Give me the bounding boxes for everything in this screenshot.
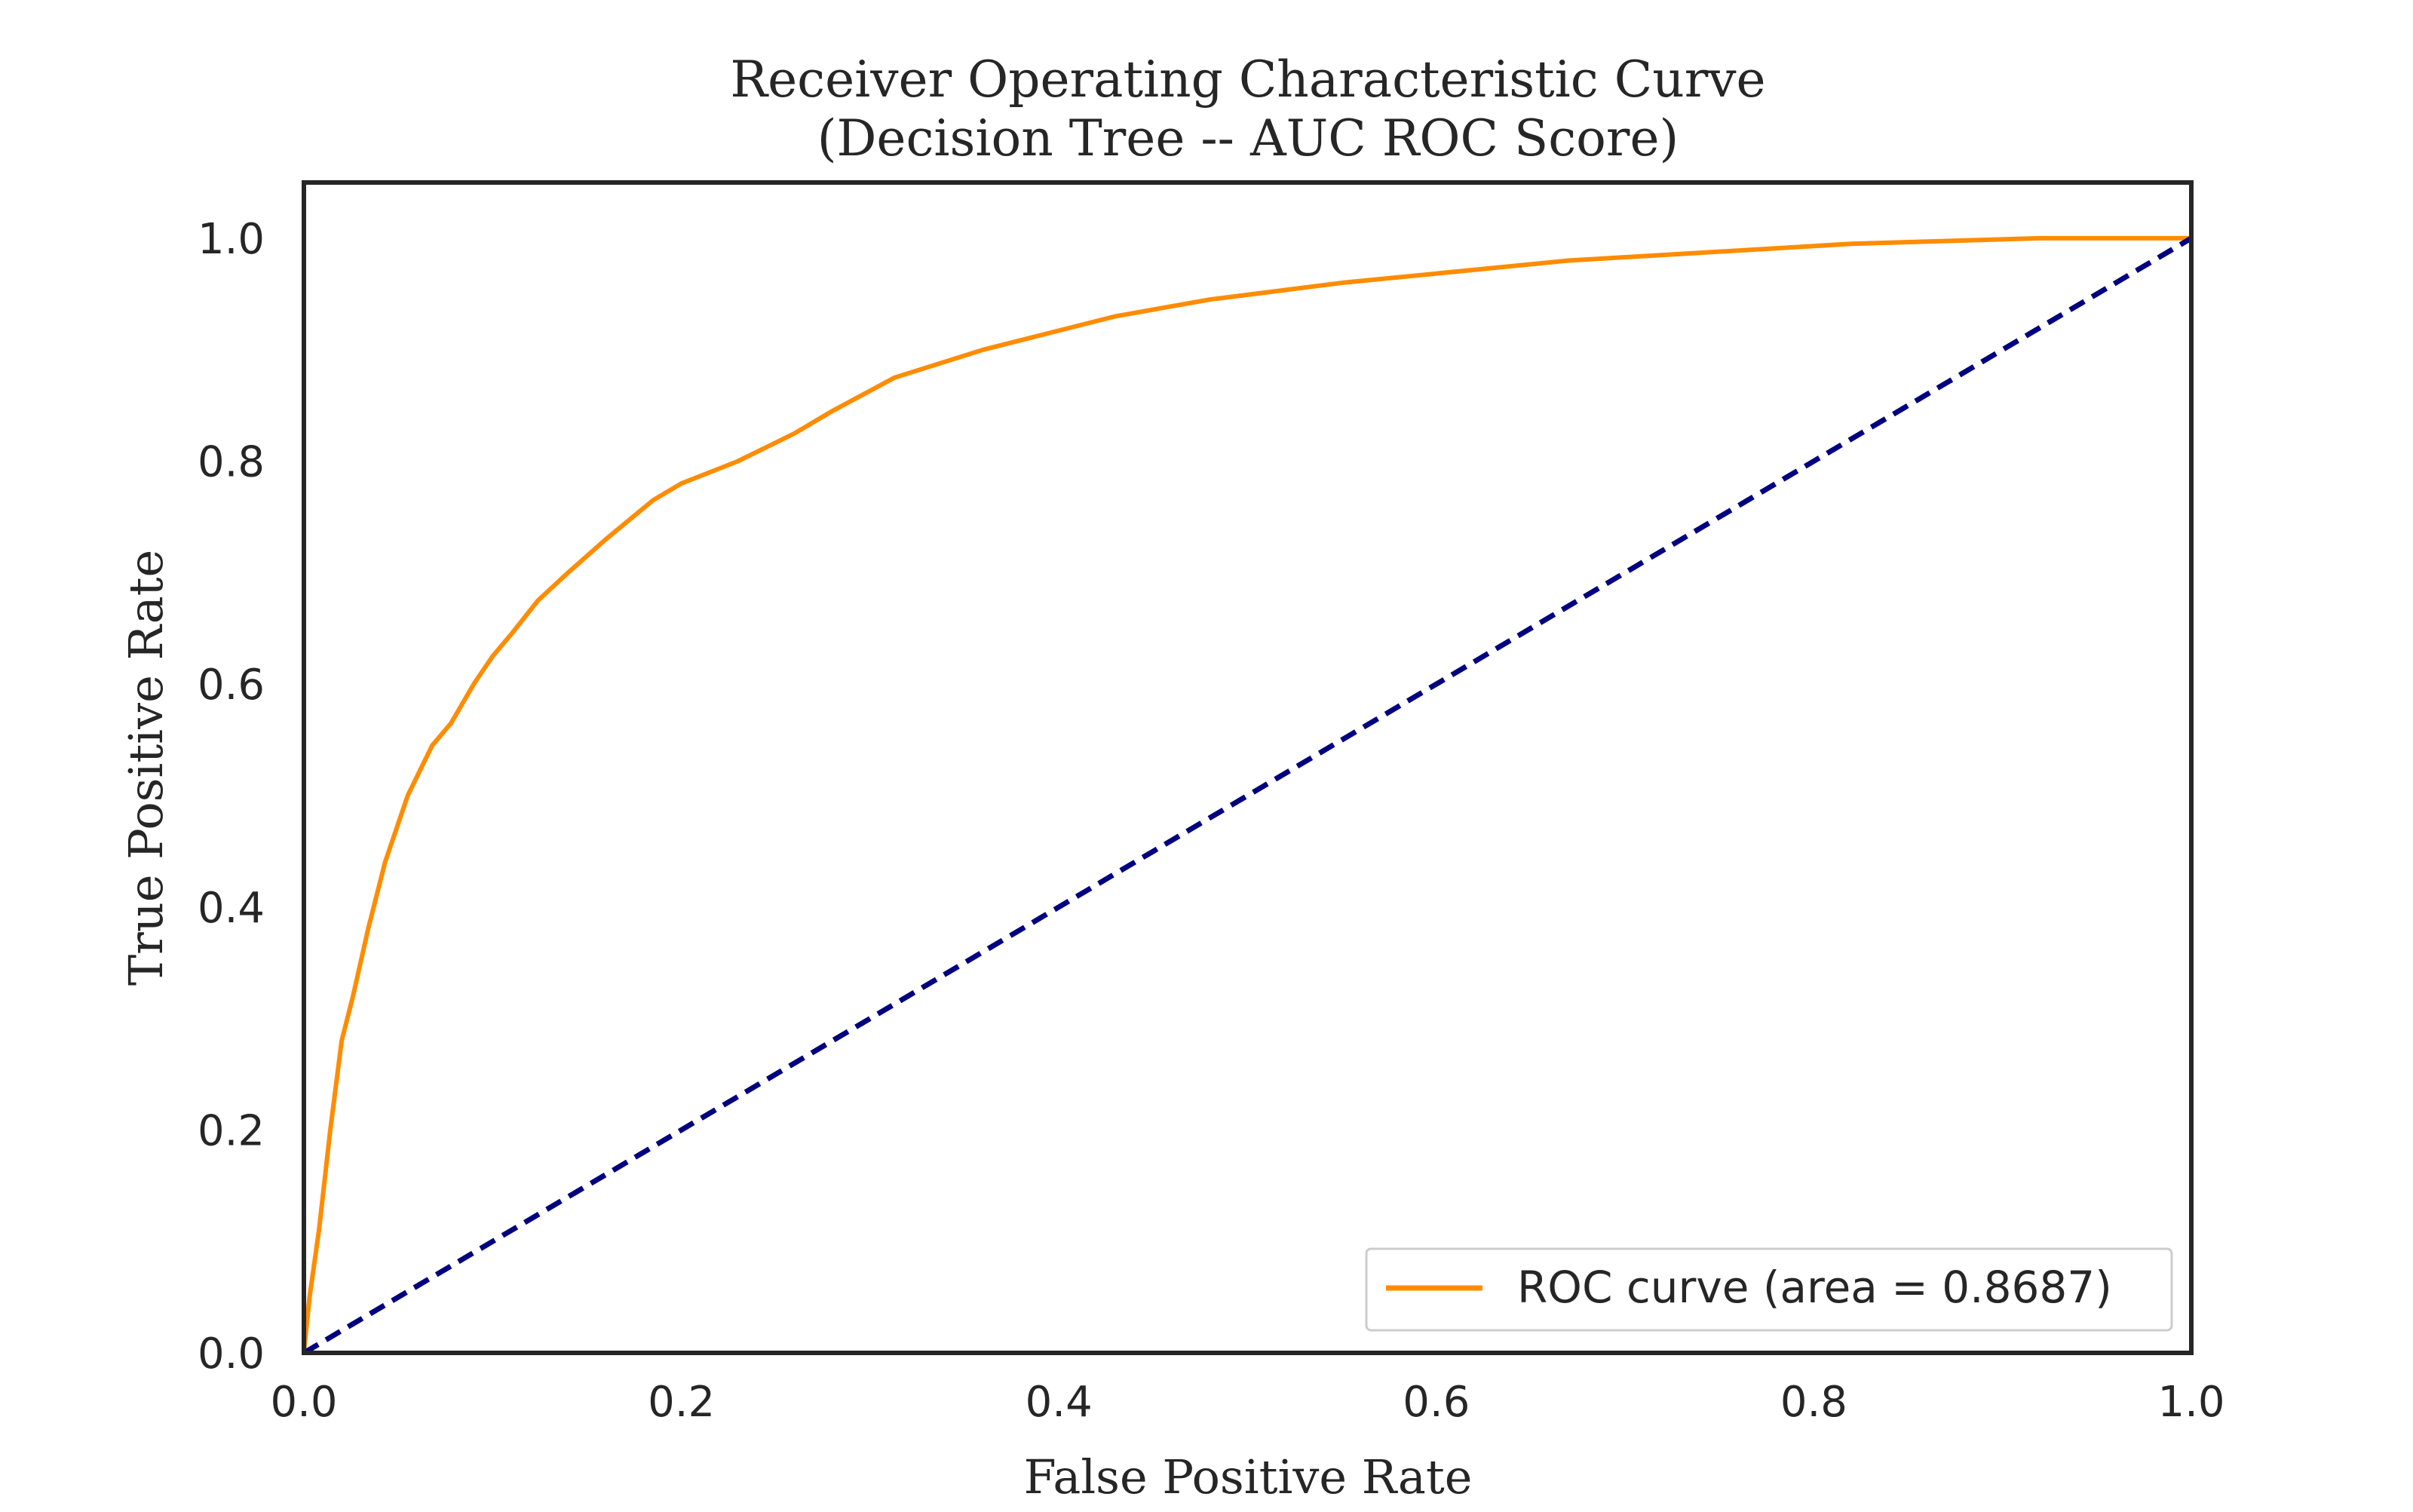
chart-subtitle: (Decision Tree -- AUC ROC Score) (817, 109, 1679, 167)
x-axis-label: False Positive Rate (1024, 1449, 1473, 1504)
y-axis-label: True Positive Rate (118, 550, 173, 986)
legend: ROC curve (area = 0.8687) (1365, 1247, 2173, 1332)
series-layer (302, 235, 2193, 1356)
y-tick-label: 0.8 (198, 438, 265, 487)
roc-curve-line (302, 235, 2191, 1354)
legend-label-roc: ROC curve (area = 0.8687) (1517, 1262, 2112, 1313)
plot-frame (302, 180, 2194, 1355)
ticks-layer: 0.0 0.2 0.4 0.6 0.8 1.0 0.0 0.2 0.4 0.6 0.8 1.0 (198, 215, 2225, 1427)
x-tick-label: 0.4 (1026, 1378, 1093, 1427)
legend-box (1365, 1247, 2173, 1332)
x-tick-label: 0.2 (648, 1378, 715, 1427)
y-tick-label: 0.0 (198, 1330, 265, 1379)
y-tick-label: 0.6 (198, 661, 265, 710)
x-tick-label: 0.0 (270, 1378, 337, 1427)
y-tick-label: 1.0 (198, 215, 265, 264)
y-tick-label: 0.4 (198, 884, 265, 933)
x-tick-label: 0.8 (1780, 1378, 1847, 1427)
x-tick-label: 1.0 (2157, 1378, 2224, 1427)
y-tick-label: 0.2 (198, 1106, 265, 1155)
chance-diagonal-line (302, 235, 2193, 1356)
x-tick-label: 0.6 (1403, 1378, 1470, 1427)
chart-title: Receiver Operating Characteristic Curve (730, 51, 1765, 109)
